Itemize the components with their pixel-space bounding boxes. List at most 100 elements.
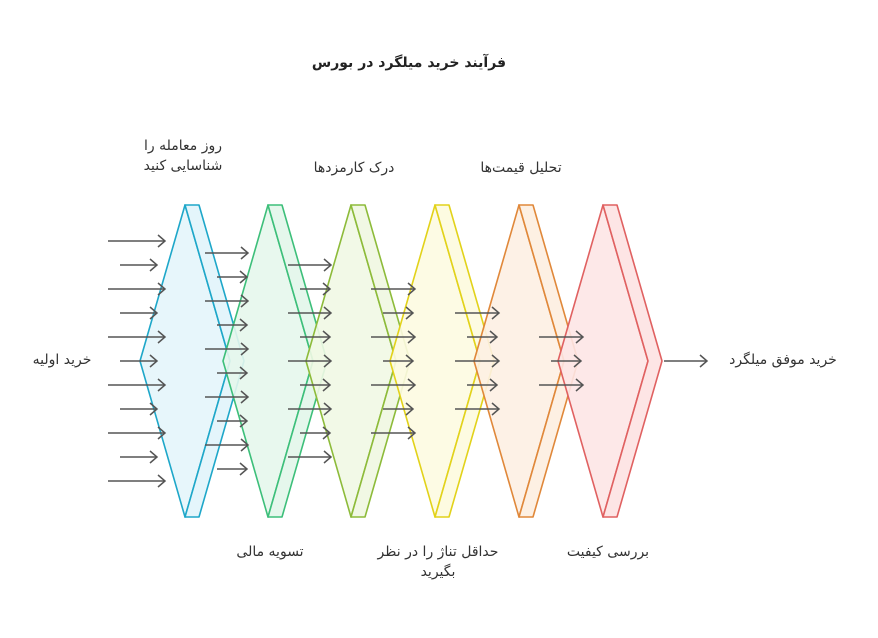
stage-1-input-arrow — [108, 330, 167, 344]
stage-4-input-arrow — [371, 378, 417, 392]
stage-2-input-arrow-head — [239, 270, 249, 284]
output-arrow-head — [699, 354, 709, 368]
stage-3-input-arrow-head — [322, 282, 332, 296]
stage-1-input-arrow-head — [149, 258, 159, 272]
stage-4-label: بگیرید — [421, 563, 456, 580]
stage-4-input-arrow — [371, 426, 417, 440]
output-arrow — [664, 354, 709, 368]
stage-3-input-arrow — [300, 330, 332, 344]
stage-3-input-arrow — [288, 354, 333, 368]
stage-5-input-arrow-head — [489, 378, 499, 392]
stage-2-input-arrow-head — [240, 438, 250, 452]
stage-1: روز معامله را شناسایی کنید — [108, 138, 245, 518]
stage-2-input-arrow — [205, 294, 250, 308]
stage-5-label: تحلیل قیمت‌ها — [480, 160, 561, 176]
stage-1-input-arrow — [108, 234, 167, 248]
stage-1-input-arrow-head — [157, 234, 167, 248]
stage-6-input-arrow-head — [573, 354, 583, 368]
stage-1-input-arrow-head — [149, 306, 159, 320]
stage-5-input-arrow — [467, 378, 499, 392]
stage-4-input-arrow-head — [405, 306, 415, 320]
stage-1-input-arrow — [120, 450, 159, 464]
stage-2-input-arrow — [205, 342, 250, 356]
stage-2-input-arrow-head — [239, 414, 249, 428]
stage-1-input-arrow-head — [157, 330, 167, 344]
stage-6-input-arrow — [539, 378, 585, 392]
stage-4-input-arrow — [383, 306, 415, 320]
stage-2-input-arrow-head — [240, 390, 250, 404]
stage-4-input-arrow — [383, 402, 415, 416]
stage-2-input-arrow — [217, 318, 249, 332]
stage-4-input-arrow-head — [407, 330, 417, 344]
stage-5-input-arrow — [467, 330, 499, 344]
stage-3-input-arrow — [288, 402, 333, 416]
stage-6-side — [602, 204, 663, 518]
stage-2-input-arrow — [217, 462, 249, 476]
stage-3-input-arrow-head — [322, 426, 332, 440]
stage-4-input-arrow-head — [405, 402, 415, 416]
stage-3-label: درک کارمزدها — [314, 160, 395, 176]
stage-4-input-arrow-head — [407, 282, 417, 296]
stage-4-input-arrow-head — [407, 378, 417, 392]
stage-1-label: روز معامله را — [144, 138, 222, 154]
stage-4-input-arrow — [371, 282, 417, 296]
stage-2-input-arrow — [217, 270, 249, 284]
stage-5-input-arrow-head — [491, 306, 501, 320]
stage-1-input-arrow-head — [149, 450, 159, 464]
stage-3-input-arrow-head — [323, 402, 333, 416]
stage-3-input-arrow — [300, 378, 332, 392]
stage-2-input-arrow — [205, 390, 250, 404]
stage-3-input-arrow-head — [322, 330, 332, 344]
stage-3-input-arrow — [288, 306, 333, 320]
stage-2-input-arrow-head — [239, 318, 249, 332]
stage-6-input-arrow — [539, 330, 585, 344]
stage-1-input-arrow-head — [149, 354, 159, 368]
stage-2-input-arrow-head — [239, 366, 249, 380]
stage-3-input-arrow-head — [323, 354, 333, 368]
stage-3-input-arrow — [300, 426, 332, 440]
stages-group: روز معامله را شناسایی کنید تسویه مالی درک ک… — [108, 138, 709, 580]
stage-4-input-arrow-head — [405, 354, 415, 368]
stage-2-input-arrow — [217, 414, 249, 428]
stage-1-input-arrow — [120, 306, 159, 320]
stage-5-input-arrow — [455, 354, 501, 368]
stage-3-input-arrow — [288, 450, 333, 464]
stage-6-label: بررسی کیفیت — [567, 544, 649, 560]
stage-2-input-arrow-head — [240, 294, 250, 308]
stage-1-label: شناسایی کنید — [144, 158, 223, 174]
stage-1-input-arrow — [120, 354, 159, 368]
stage-2-input-arrow — [205, 438, 250, 452]
stage-5-input-arrow-head — [491, 354, 501, 368]
stage-2-input-arrow-head — [240, 246, 250, 260]
stage-3-input-arrow-head — [322, 378, 332, 392]
stage-2-label: تسویه مالی — [236, 544, 303, 560]
stage-1-input-arrow — [108, 426, 167, 440]
stage-1-input-arrow-head — [157, 426, 167, 440]
stage-1-input-arrow-head — [157, 378, 167, 392]
stage-1-input-arrow — [108, 282, 167, 296]
stage-1-input-arrow-head — [149, 402, 159, 416]
stage-4-input-arrow — [383, 354, 415, 368]
stage-4-input-arrow-head — [407, 426, 417, 440]
stage-3-input-arrow — [288, 258, 333, 272]
stage-5-input-arrow-head — [491, 402, 501, 416]
stage-1-input-arrow-head — [157, 474, 167, 488]
stage-1-input-arrow-head — [157, 282, 167, 296]
stage-1-input-arrow — [120, 258, 159, 272]
diagram-title: فرآیند خرید میلگرد در بورس — [312, 53, 506, 71]
stage-4-label: حداقل تناژ را در نظر — [377, 544, 499, 560]
stage-1-input-arrow — [108, 474, 167, 488]
stage-3-input-arrow-head — [323, 450, 333, 464]
stage-2-input-arrow-head — [240, 342, 250, 356]
stage-3-input-arrow-head — [323, 306, 333, 320]
output-label: خرید موفق میلگرد — [729, 351, 837, 368]
stage-5-input-arrow — [455, 306, 501, 320]
stage-2-input-arrow-head — [239, 462, 249, 476]
stage-5-input-arrow — [455, 402, 501, 416]
stage-6: بررسی کیفیت — [539, 204, 663, 560]
stage-3-input-arrow — [300, 282, 332, 296]
stage-6-input-arrow-head — [575, 378, 585, 392]
stage-2-input-arrow — [217, 366, 249, 380]
stage-1-input-arrow — [120, 402, 159, 416]
